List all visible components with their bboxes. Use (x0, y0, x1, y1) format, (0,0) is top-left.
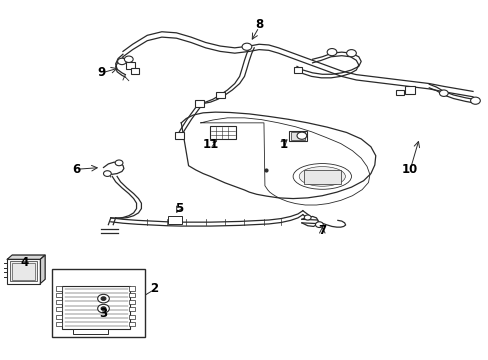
Text: 6: 6 (73, 163, 81, 176)
Circle shape (346, 50, 356, 57)
Text: 2: 2 (150, 283, 158, 296)
Circle shape (101, 297, 106, 300)
Bar (210, 126, 235, 139)
Bar (125, 63, 134, 69)
Circle shape (469, 97, 479, 104)
Circle shape (304, 215, 310, 220)
Bar (293, 67, 302, 73)
Text: 7: 7 (318, 224, 325, 237)
Bar (290, 132, 305, 140)
Circle shape (315, 222, 323, 228)
Bar (56, 300, 62, 304)
Bar (7, 259, 40, 284)
Bar (73, 329, 108, 334)
Bar (56, 322, 62, 327)
Bar (304, 170, 340, 184)
Bar (195, 100, 203, 107)
Bar (396, 90, 403, 95)
Bar (128, 293, 135, 297)
Circle shape (296, 132, 306, 139)
Polygon shape (7, 255, 45, 259)
Ellipse shape (292, 163, 351, 189)
Text: 9: 9 (97, 66, 105, 79)
Text: 10: 10 (401, 163, 417, 176)
Circle shape (101, 307, 106, 310)
Text: 8: 8 (254, 18, 263, 31)
Polygon shape (40, 255, 45, 284)
Bar (128, 315, 135, 319)
Circle shape (103, 171, 111, 176)
Circle shape (124, 56, 133, 63)
Bar (167, 216, 182, 224)
Text: 1: 1 (279, 138, 287, 151)
Text: 4: 4 (20, 256, 29, 269)
Bar (131, 68, 139, 74)
Bar (52, 269, 144, 337)
Bar (62, 287, 130, 329)
Bar (12, 263, 35, 280)
Text: 11: 11 (202, 138, 218, 151)
Circle shape (115, 160, 122, 166)
Ellipse shape (299, 167, 345, 186)
Circle shape (98, 294, 109, 303)
Bar (128, 307, 135, 311)
Text: 5: 5 (174, 202, 183, 215)
Bar (128, 322, 135, 327)
Text: 3: 3 (99, 307, 107, 320)
Bar (56, 307, 62, 311)
Circle shape (117, 58, 126, 64)
Bar (10, 261, 37, 282)
Bar (404, 86, 414, 94)
Circle shape (98, 304, 109, 313)
Bar (56, 293, 62, 297)
Circle shape (439, 90, 447, 96)
Bar (288, 131, 306, 141)
Circle shape (242, 43, 251, 50)
Bar (175, 132, 183, 139)
Circle shape (326, 49, 336, 56)
Bar (128, 287, 135, 291)
Bar (215, 92, 224, 98)
Bar (128, 300, 135, 304)
Bar (56, 287, 62, 291)
Bar (56, 315, 62, 319)
